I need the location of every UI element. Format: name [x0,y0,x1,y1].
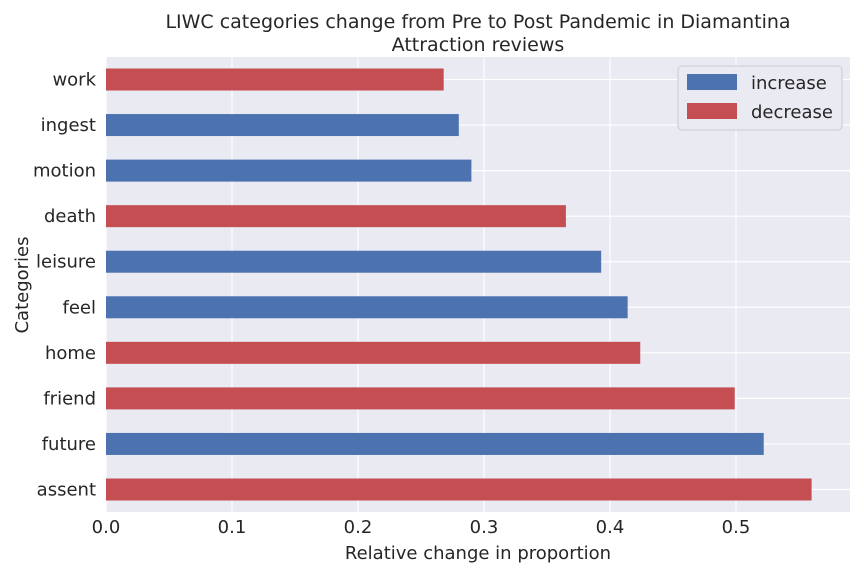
legend: increase decrease [677,65,843,131]
y-tick-labels: work ingest motion death leisure feel home frie… [33,70,97,501]
bar-leisure [106,250,602,273]
legend-swatch-decrease [687,103,737,119]
bar-death [106,205,566,228]
y-tick-label-death: death [44,206,96,227]
x-tick-label: 0.5 [722,517,751,538]
legend-swatch-increase [687,74,737,90]
y-tick-label-assent: assent [37,480,96,501]
y-axis-label: Categories [12,236,33,333]
bar-assent [106,478,812,501]
x-tick-label: 0.0 [92,517,121,538]
y-tick-label-home: home [45,343,96,364]
y-tick-label-motion: motion [33,161,96,182]
y-tick-label-feel: feel [63,297,97,318]
chart-title-line-2: Attraction reviews [392,34,565,56]
y-tick-label-friend: friend [43,388,96,409]
x-tick-label: 0.2 [344,517,373,538]
bar-friend [106,387,735,410]
x-tick-label: 0.3 [470,517,499,538]
bar-motion [106,159,472,182]
legend-label-increase: increase [751,73,827,94]
y-tick-label-work: work [52,70,96,91]
bar-feel [106,296,628,319]
legend-label-decrease: decrease [751,102,833,123]
bar-home [106,341,641,364]
y-tick-label-ingest: ingest [41,115,96,136]
bars [106,68,812,501]
chart-title-line-1: LIWC categories change from Pre to Post … [165,11,790,33]
x-tick-label: 0.4 [596,517,625,538]
x-axis-label: Relative change in proportion [345,543,611,564]
bar-work [106,68,444,91]
bar-future [106,432,764,455]
x-tick-label: 0.1 [218,517,247,538]
bar-ingest [106,114,459,137]
y-tick-label-leisure: leisure [36,252,96,273]
x-tick-labels: 0.0 0.1 0.2 0.3 0.4 0.5 [92,517,751,538]
y-tick-label-future: future [42,434,96,455]
